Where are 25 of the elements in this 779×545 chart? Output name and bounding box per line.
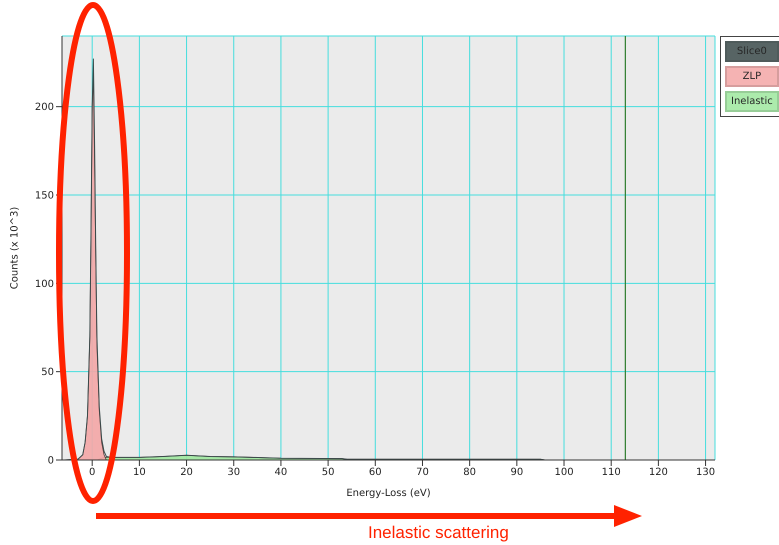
y-tick-label: 200: [34, 102, 54, 114]
x-axis-title: Energy-Loss (eV): [346, 488, 431, 499]
x-tick-label: 70: [416, 467, 429, 478]
x-tick-label: 80: [463, 467, 476, 478]
x-tick-label: 120: [648, 467, 668, 478]
x-tick-label: 30: [227, 467, 240, 478]
x-tick-label: 90: [510, 467, 524, 478]
text: Inelastic: [725, 91, 779, 112]
x-tick-label: 110: [602, 467, 621, 478]
y-axis-title: Counts (x 10^3): [10, 206, 21, 290]
x-tick-label: 10: [133, 467, 146, 478]
y-tick-label: 50: [41, 367, 54, 378]
x-tick-label: 130: [696, 467, 716, 478]
x-tick-label: 100: [554, 467, 574, 478]
y-tick-label: 100: [34, 278, 54, 290]
text: ZLP: [725, 66, 779, 87]
text: Inelastic scattering: [368, 523, 509, 543]
y-tick-label: 150: [34, 190, 54, 202]
x-tick-label: 0: [89, 467, 96, 478]
x-tick-label: 20: [180, 467, 193, 478]
x-tick-label: 60: [368, 467, 382, 478]
y-tick-label: 0: [48, 456, 54, 467]
x-tick-label: 50: [322, 467, 334, 478]
x-tick-label: 40: [274, 467, 288, 478]
text: Slice0: [725, 41, 779, 62]
